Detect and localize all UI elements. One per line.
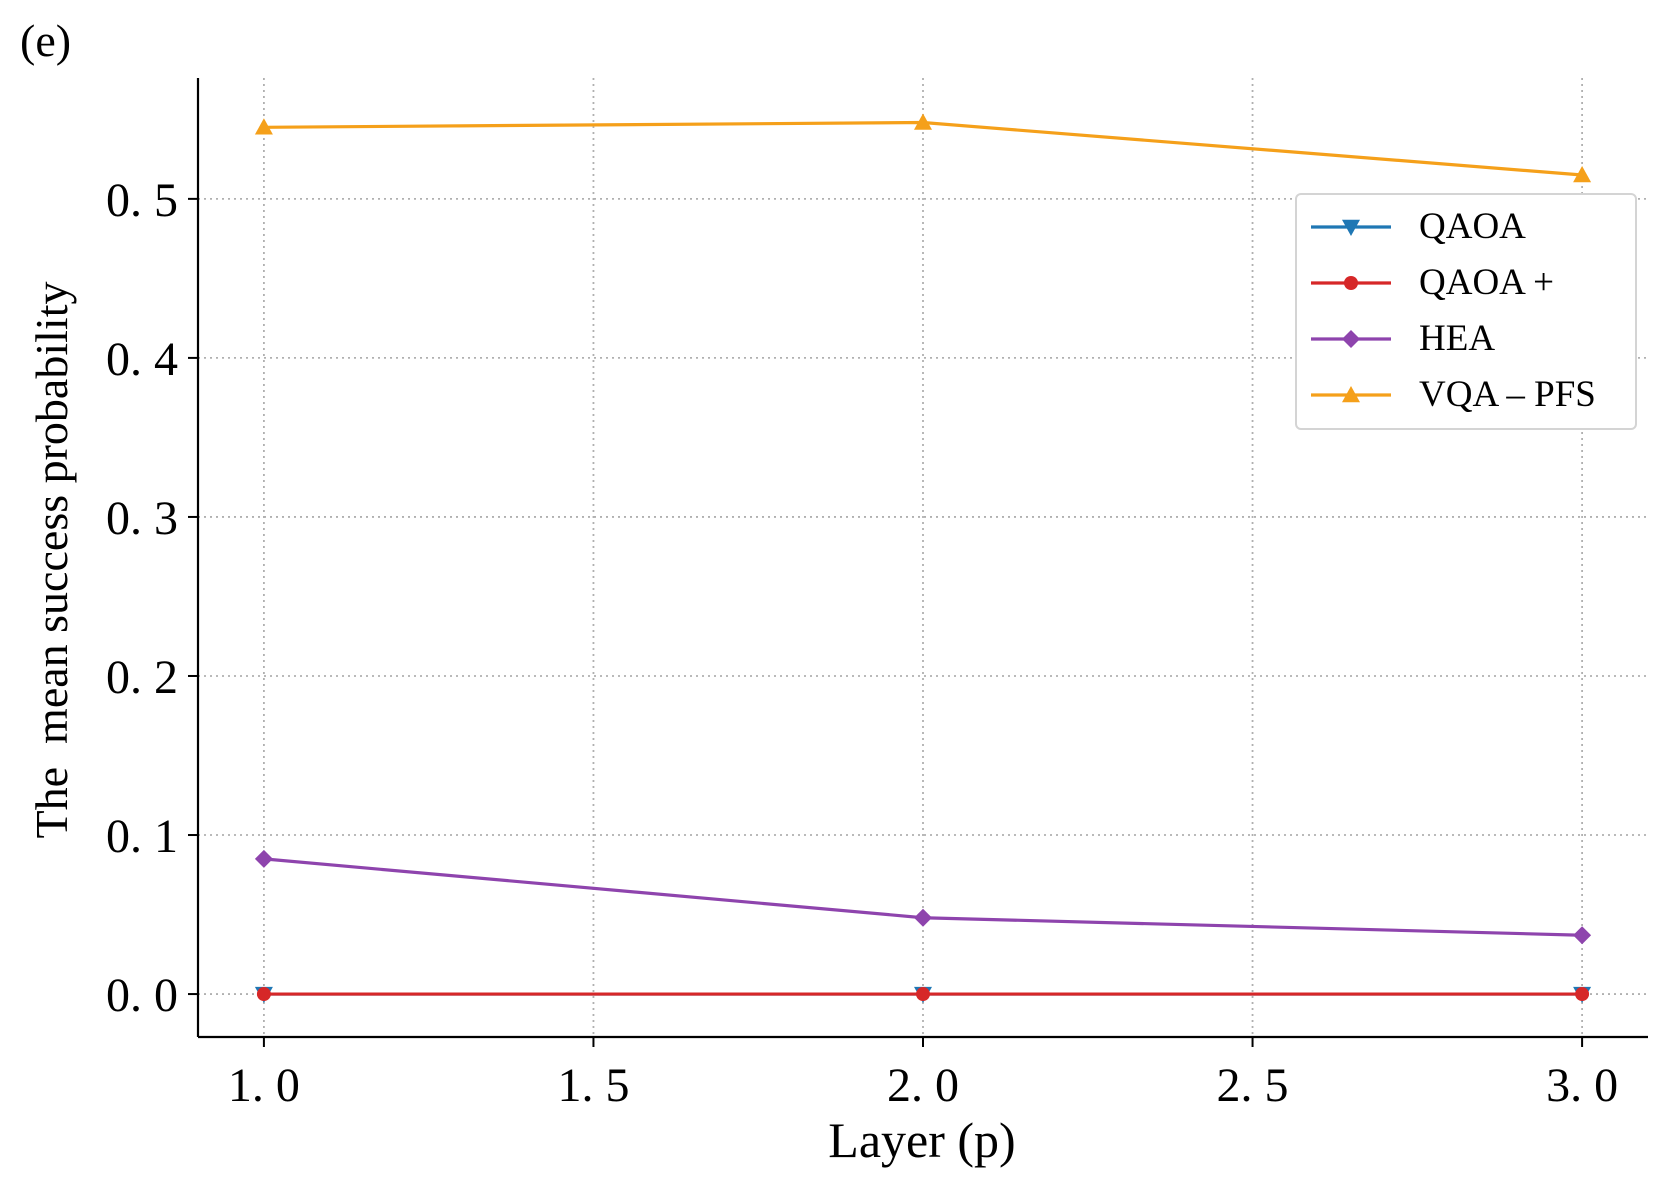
legend-label-hea: HEA bbox=[1419, 318, 1496, 359]
y-tick-label: 0. 2 bbox=[106, 651, 178, 704]
y-tick-label: 0. 1 bbox=[106, 810, 178, 863]
series-3 bbox=[254, 113, 1592, 183]
x-tick-label: 2. 0 bbox=[887, 1059, 959, 1112]
legend-marker-hea bbox=[1311, 330, 1391, 348]
data-point bbox=[254, 118, 273, 135]
panel-label: (e) bbox=[20, 15, 72, 66]
y-tick-label: 0. 5 bbox=[106, 174, 178, 227]
legend-item-qaoa: QAOA bbox=[1297, 207, 1635, 247]
series-line bbox=[263, 120, 1583, 177]
x-axis-label: Layer (p) bbox=[828, 1112, 1015, 1168]
x-tick-label: 2. 5 bbox=[1217, 1059, 1289, 1112]
data-point bbox=[914, 113, 932, 130]
data-point bbox=[916, 987, 930, 1002]
legend-item-vqa-pfs: VQA – PFS bbox=[1297, 375, 1635, 415]
data-point bbox=[1575, 987, 1590, 1002]
y-tick-label: 0. 0 bbox=[106, 969, 178, 1022]
legend-marker-vqa-pfs bbox=[1311, 386, 1391, 403]
legend-item-hea: HEA bbox=[1297, 319, 1635, 359]
axes bbox=[188, 78, 1648, 1047]
legend-label-qaoa: QAOA bbox=[1419, 206, 1526, 247]
grid-lines bbox=[198, 78, 1648, 1037]
y-tick-label: 0. 4 bbox=[106, 333, 178, 386]
y-axis-label: The mean success probability bbox=[26, 282, 77, 839]
data-point bbox=[1573, 166, 1592, 183]
tick-labels: 1. 0 1. 5 2. 0 2. 5 3. 0 0. 0 0. 1 0. 2 0. 3 0. 4… bbox=[106, 174, 1618, 1112]
x-tick-label: 1. 0 bbox=[228, 1059, 300, 1112]
data-point bbox=[254, 849, 273, 868]
legend-marker-qaoa bbox=[1311, 219, 1391, 236]
series-1 bbox=[256, 987, 1590, 1002]
legend-point bbox=[1344, 276, 1358, 290]
x-tick-label: 3. 0 bbox=[1546, 1059, 1618, 1112]
legend: QAOA QAOA + HEA VQA – PFS bbox=[1295, 193, 1637, 430]
data-point bbox=[1573, 926, 1592, 945]
y-tick-label: 0. 3 bbox=[106, 492, 178, 545]
data-point bbox=[256, 987, 271, 1002]
legend-point bbox=[1342, 330, 1360, 348]
legend-label-qaoa-plus: QAOA + bbox=[1419, 262, 1554, 303]
series-group bbox=[254, 113, 1592, 1004]
data-point bbox=[914, 908, 932, 927]
legend-item-qaoa-plus: QAOA + bbox=[1297, 263, 1635, 303]
legend-marker-qaoa-plus bbox=[1311, 276, 1391, 290]
x-tick-label: 1. 5 bbox=[557, 1059, 629, 1112]
legend-point bbox=[1342, 219, 1360, 236]
series-2 bbox=[254, 849, 1592, 945]
legend-label-vqa-pfs: VQA – PFS bbox=[1419, 374, 1596, 415]
legend-point bbox=[1342, 386, 1360, 403]
